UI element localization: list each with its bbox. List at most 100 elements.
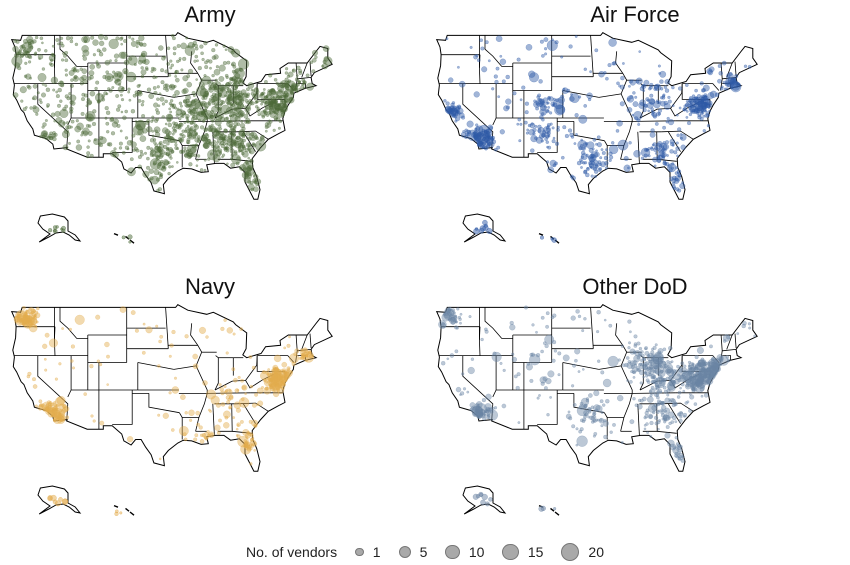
vendor-point <box>583 317 587 321</box>
vendor-point <box>582 368 585 371</box>
vendor-point <box>551 358 556 363</box>
vendor-point <box>241 151 245 156</box>
vendor-point <box>626 107 633 113</box>
vendor-point <box>106 75 112 81</box>
vendor-point <box>150 69 154 73</box>
vendor-point <box>648 414 653 419</box>
legend-circle <box>445 544 460 560</box>
vendor-point <box>56 415 66 424</box>
vendor-point <box>137 155 142 159</box>
vendor-point <box>240 119 244 123</box>
vendor-point <box>260 102 263 106</box>
vendor-point <box>588 393 593 398</box>
vendor-point <box>181 129 185 133</box>
vendor-point <box>204 127 208 131</box>
vendor-point <box>659 79 664 84</box>
vendor-point <box>638 50 641 53</box>
vendor-point <box>170 63 174 67</box>
vendor-point <box>141 59 147 64</box>
vendor-point <box>163 55 167 59</box>
vendor-point <box>555 104 566 115</box>
vendor-point <box>718 71 723 76</box>
vendor-point <box>146 145 151 150</box>
vendor-point <box>32 39 37 44</box>
vendor-point <box>27 317 36 326</box>
vendor-point <box>305 352 309 355</box>
vendor-point <box>26 35 34 43</box>
vendor-point <box>682 412 688 418</box>
vendor-point <box>322 59 327 64</box>
vendor-point <box>196 111 206 121</box>
vendor-point <box>459 321 462 325</box>
vendor-point <box>243 442 249 447</box>
vendor-point <box>608 38 617 47</box>
vendor-point <box>605 399 610 404</box>
vendor-point <box>58 80 65 87</box>
vendor-point <box>171 34 175 38</box>
vendor-point <box>114 80 118 84</box>
vendor-point <box>86 154 90 159</box>
vendor-point <box>501 403 507 409</box>
vendor-point <box>455 326 459 330</box>
vendor-point <box>628 79 633 84</box>
vendor-point <box>246 87 250 92</box>
state-border <box>462 355 494 422</box>
vendor-point <box>283 346 287 350</box>
vendor-point <box>21 41 33 53</box>
vendor-point <box>321 64 324 68</box>
vendor-point <box>270 89 277 96</box>
vendor-point <box>169 59 173 63</box>
vendor-point <box>171 132 175 136</box>
vendor-point <box>516 372 521 377</box>
vendor-point <box>210 395 220 405</box>
vendor-point <box>546 123 551 127</box>
vendor-point <box>225 90 229 94</box>
vendor-point <box>461 115 466 120</box>
vendor-point <box>19 86 27 94</box>
vendor-point <box>53 119 56 123</box>
vendor-point <box>148 93 155 99</box>
vendor-point <box>550 101 556 107</box>
vendor-point <box>478 131 482 136</box>
vendor-point <box>249 158 253 162</box>
vendor-point <box>272 128 276 132</box>
vendor-point <box>166 147 170 151</box>
vendor-point <box>574 358 578 363</box>
vendor-point <box>449 311 453 315</box>
vendor-point <box>628 141 632 145</box>
vendor-point <box>742 321 747 326</box>
legend-title: No. of vendors <box>246 544 338 560</box>
vendor-point <box>585 153 589 157</box>
vendor-point <box>231 48 241 58</box>
vendor-point <box>647 354 651 358</box>
vendor-point <box>657 409 661 413</box>
vendor-point <box>204 60 208 65</box>
vendor-point <box>302 86 306 90</box>
vendor-point <box>196 59 199 63</box>
vendor-point <box>143 58 150 65</box>
vendor-point <box>717 366 720 369</box>
vendor-point <box>127 436 134 443</box>
vendor-point <box>222 44 226 48</box>
vendor-point <box>212 96 218 102</box>
vendor-point <box>675 141 679 145</box>
vendor-point <box>572 403 577 407</box>
vendor-point <box>172 94 177 98</box>
vendor-point <box>157 364 161 368</box>
vendor-point <box>633 111 643 121</box>
state-border <box>245 101 275 117</box>
vendor-point <box>165 133 170 137</box>
vendor-point <box>157 413 161 417</box>
vendor-point <box>253 171 257 175</box>
vendor-point <box>203 90 209 97</box>
vendor-point <box>653 164 657 168</box>
vendor-point <box>226 107 233 115</box>
vendor-point <box>75 144 83 151</box>
vendor-point <box>65 125 70 130</box>
vendor-point <box>247 143 251 147</box>
vendor-point <box>70 359 74 363</box>
state-border <box>309 61 312 77</box>
vendor-point <box>206 430 210 434</box>
state-border <box>59 307 88 339</box>
vendor-point <box>677 127 682 132</box>
